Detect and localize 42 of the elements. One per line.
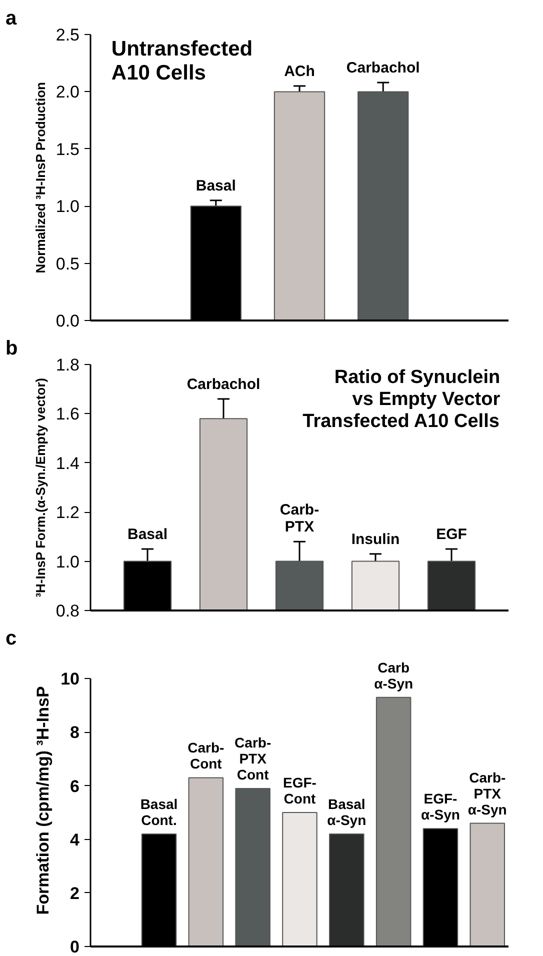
- y-tick-label: 0: [70, 938, 80, 956]
- y-axis-title: Normalized ³H-InsP Production: [32, 82, 48, 274]
- x-tick-label: EGF- α-Syn: [421, 790, 460, 823]
- y-tick-label: 1.5: [56, 140, 80, 159]
- x-tick-label: Basal: [196, 177, 236, 194]
- y-tick-label: 1.6: [56, 404, 80, 424]
- x-tick-label: Carb- PTX Cont: [234, 734, 272, 782]
- y-tick-label: 2: [70, 884, 80, 903]
- y-axis-title: ³H-InsP Form.(α-Syn./Empty vector): [32, 378, 48, 598]
- x-tick-label: Carbachol: [186, 376, 260, 393]
- y-tick-label: 1.0: [56, 197, 80, 216]
- x-tick-label: EGF- Cont: [283, 774, 317, 807]
- x-tick-label: Basal Cont.: [140, 796, 178, 828]
- y-tick-label: 4: [70, 830, 80, 850]
- x-tick-label: Carb- Cont: [188, 740, 225, 772]
- y-tick-label: 0.0: [56, 312, 80, 330]
- text: Ratio of Synuclein vs Empty Vector Transfected A10 Cells: [302, 366, 501, 432]
- x-tick-label: Carb α-Syn: [374, 659, 414, 692]
- y-tick-label: 8: [70, 723, 80, 742]
- y-tick-label: 2.0: [56, 82, 80, 102]
- text: a: [6, 8, 18, 30]
- y-tick-label: 2.5: [56, 26, 80, 44]
- y-tick-label: 1.0: [56, 552, 80, 572]
- x-tick-label: Carb- PTX α-Syn: [468, 769, 507, 818]
- x-tick-label: Basal α-Syn: [327, 796, 366, 828]
- x-tick-label: Insulin: [351, 530, 400, 548]
- x-tick-label: Carbachol: [346, 60, 420, 77]
- x-tick-label: Carb- PTX: [280, 502, 320, 536]
- y-tick-label: 1.8: [56, 356, 80, 374]
- y-tick-label: 1.4: [56, 454, 80, 473]
- text: b: [6, 338, 18, 360]
- y-tick-label: 1.2: [56, 503, 80, 522]
- x-tick-label: ACh: [284, 62, 315, 80]
- y-tick-label: 6: [70, 776, 80, 796]
- y-axis-title: Formation (cpm/mg) ³H-InsP: [34, 686, 53, 915]
- y-tick-label: 0.5: [56, 254, 80, 274]
- y-tick-label: 10: [60, 670, 80, 689]
- text: Untransfected A10 Cells: [111, 37, 253, 85]
- x-tick-label: Basal: [127, 526, 168, 543]
- text: c: [6, 628, 17, 650]
- x-tick-label: EGF: [436, 526, 467, 543]
- y-tick-label: 0.8: [56, 602, 80, 620]
